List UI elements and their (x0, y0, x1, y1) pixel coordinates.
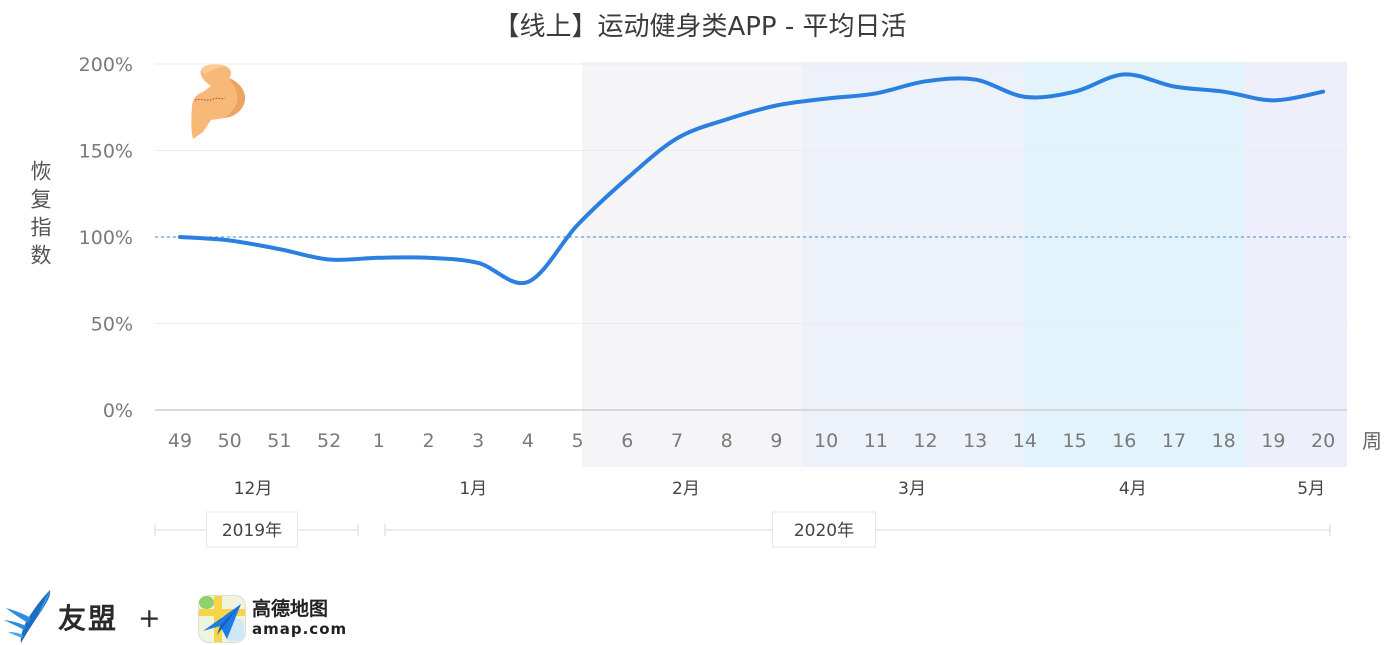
data-point (625, 176, 629, 180)
x-tick-label: 9 (770, 430, 782, 452)
umeng-logo-plus: + (138, 603, 161, 634)
x-tick-label: 15 (1063, 430, 1087, 452)
data-point (973, 78, 977, 82)
x-tick-label: 51 (267, 430, 291, 452)
amap-app-icon (198, 595, 246, 643)
x-tick-label: 10 (814, 430, 838, 452)
month-band (1023, 62, 1246, 467)
data-point (526, 280, 530, 284)
umeng-bird-logo-icon (4, 590, 51, 643)
x-tick-label: 3 (472, 430, 484, 452)
data-point (1321, 90, 1325, 94)
series-group (178, 72, 1326, 286)
year-labels: 2019年 2020年 (154, 511, 1331, 548)
month-band (1245, 62, 1347, 467)
chart-title: 【线上】运动健身类APP - 平均日活 (493, 12, 907, 42)
x-tick-labels: 49 50 51 52 1 2 3 4 5 6 7 8 9 10 11 12 13 14 15 16 17 18 19 20 (168, 430, 1335, 452)
x-tick-label: 6 (621, 430, 633, 452)
x-tick-label: 13 (963, 430, 987, 452)
x-tick-label: 49 (168, 430, 192, 452)
x-tick-label: 8 (721, 430, 733, 452)
flexed-biceps-icon (189, 62, 246, 140)
umeng-logo: 友盟 + (4, 588, 174, 644)
x-tick-label: 17 (1162, 430, 1186, 452)
data-point (476, 261, 480, 265)
data-point (1073, 90, 1077, 94)
x-tick-label: 5 (572, 430, 584, 452)
y-tick-label: 150% (79, 141, 133, 163)
amap-logo: 高德地图 amap.com (198, 595, 358, 643)
y-tick-label: 0% (103, 400, 133, 422)
month-band (582, 62, 802, 467)
data-point (675, 136, 679, 140)
x-tick-label: 14 (1013, 430, 1037, 452)
data-point (178, 235, 182, 239)
x-tick-label: 18 (1212, 430, 1236, 452)
x-tick-label: 1 (373, 430, 385, 452)
data-point (228, 238, 232, 242)
x-tick-label: 16 (1112, 430, 1136, 452)
x-tick-label: 20 (1311, 430, 1335, 452)
y-tick-label: 100% (79, 227, 133, 249)
year-label-box (772, 511, 876, 548)
x-tick-label: 12 (913, 430, 937, 452)
amap-logo-domain: amap.com (252, 620, 348, 638)
amap-logo-name: 高德地图 (252, 598, 329, 620)
year-label: 2020年 (794, 521, 854, 541)
x-tick-label: 7 (671, 430, 683, 452)
data-point (874, 91, 878, 95)
month-label: 1月 (459, 479, 487, 499)
month-labels: 12月 1月 2月 3月 4月 5月 (234, 479, 1325, 499)
data-point (924, 79, 928, 83)
umeng-logo-text: 友盟 (58, 602, 119, 635)
x-tick-label: 2 (422, 430, 434, 452)
year-label: 2019年 (222, 521, 282, 541)
month-label: 12月 (234, 479, 273, 499)
x-tick-label: 50 (218, 430, 242, 452)
data-point (1222, 90, 1226, 94)
month-band (801, 62, 1024, 467)
year-label-box (206, 511, 298, 548)
data-point (1172, 84, 1176, 88)
y-tick-labels: 0% 50% 100% 150% 200% (79, 54, 133, 422)
data-point (427, 256, 431, 260)
data-point (576, 223, 580, 227)
data-point (824, 97, 828, 101)
x-tick-label: 52 (317, 430, 341, 452)
data-point (1271, 98, 1275, 102)
x-tick-label: 4 (522, 430, 534, 452)
y-tick-label: 200% (79, 54, 133, 76)
month-label: 3月 (898, 479, 926, 499)
series-line (178, 72, 1326, 286)
data-point (377, 256, 381, 260)
month-label: 5月 (1297, 479, 1325, 499)
month-bands (582, 62, 1347, 467)
month-label: 4月 (1119, 479, 1147, 499)
data-point (277, 247, 281, 251)
data-point (774, 104, 778, 108)
data-point (1122, 72, 1126, 76)
month-label: 2月 (672, 479, 700, 499)
data-point (327, 257, 331, 261)
data-point (725, 117, 729, 121)
x-tick-label: 11 (864, 430, 888, 452)
x-tick-label: 19 (1261, 430, 1285, 452)
x-axis-unit-label: 周 (1362, 429, 1382, 453)
y-axis-title: 恢复指数 (28, 160, 52, 272)
data-point (1023, 95, 1027, 99)
y-tick-label: 50% (91, 314, 133, 336)
